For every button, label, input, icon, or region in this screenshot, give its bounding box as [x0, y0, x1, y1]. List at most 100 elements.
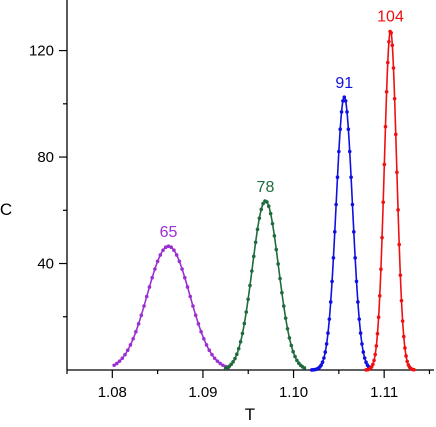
axis-tick-labels: 1.08 1.09 1.10 1.11 40 80 120: [29, 43, 398, 401]
series-78: 78: [223, 179, 307, 371]
data-point: [123, 352, 127, 357]
data-point: [136, 322, 141, 326]
data-point: [324, 342, 329, 346]
data-point: [347, 149, 352, 154]
x-tick-label: 1.09: [188, 384, 217, 401]
data-point: [120, 356, 125, 361]
data-point: [272, 234, 277, 238]
data-point: [326, 331, 330, 335]
data-point: [128, 343, 133, 347]
data-point: [163, 245, 168, 250]
x-axis-title: T: [245, 405, 255, 424]
data-point: [212, 356, 217, 361]
data-point: [210, 352, 214, 357]
data-point: [172, 248, 176, 252]
data-point: [139, 313, 144, 318]
data-point: [233, 356, 237, 361]
data-point: [238, 339, 243, 344]
series-layer: 65 78 91 104: [112, 9, 416, 372]
data-point: [191, 304, 195, 308]
x-tick-label: 1.08: [98, 384, 127, 401]
data-point: [280, 290, 284, 295]
data-point: [360, 342, 364, 346]
data-point: [204, 343, 209, 347]
data-point: [253, 240, 258, 245]
data-point: [379, 267, 383, 271]
data-point: [251, 254, 256, 259]
data-point: [134, 329, 138, 334]
data-point: [341, 99, 345, 103]
series-104: 104: [364, 9, 416, 372]
data-point: [259, 207, 264, 212]
data-point: [166, 244, 171, 249]
data-point: [183, 275, 187, 280]
data-point: [147, 285, 152, 289]
y-axis-title: C: [0, 200, 12, 219]
data-point: [389, 30, 393, 35]
data-point: [199, 329, 203, 334]
x-tick-label: 1.11: [370, 384, 398, 401]
data-point: [287, 336, 292, 340]
data-point: [196, 322, 201, 326]
peak-label: 78: [257, 179, 275, 196]
data-point: [404, 354, 408, 358]
data-point: [266, 204, 271, 209]
data-point: [131, 336, 135, 341]
data-point: [396, 208, 400, 212]
data-point: [322, 356, 326, 360]
series-65: 65: [112, 224, 231, 370]
data-point: [342, 95, 347, 99]
data-point: [332, 230, 337, 234]
data-point: [382, 162, 387, 167]
data-point: [215, 359, 220, 363]
data-point: [334, 202, 338, 207]
data-point: [384, 89, 389, 94]
data-point: [188, 294, 193, 299]
data-point: [337, 149, 341, 154]
data-point: [352, 230, 356, 234]
data-point: [395, 170, 399, 175]
data-point: [218, 361, 222, 366]
data-point: [331, 256, 336, 260]
data-point: [142, 304, 146, 308]
data-point: [400, 319, 405, 323]
data-point: [412, 367, 416, 372]
data-point: [161, 248, 165, 252]
data-point: [383, 124, 388, 129]
data-point: [353, 256, 357, 260]
data-point: [207, 348, 212, 353]
data-point: [374, 344, 379, 348]
data-point: [362, 356, 367, 360]
data-point: [144, 294, 149, 299]
data-point: [265, 200, 269, 204]
data-point: [319, 363, 323, 367]
data-point: [399, 298, 404, 303]
data-point: [155, 259, 160, 264]
peak-label: 91: [335, 75, 353, 92]
data-point: [231, 360, 235, 364]
peak-label: 104: [377, 9, 404, 26]
data-point: [371, 362, 375, 367]
data-point: [401, 334, 406, 339]
data-point: [153, 267, 157, 271]
data-point: [356, 300, 360, 304]
data-point: [295, 358, 299, 363]
data-point: [202, 336, 206, 341]
data-point: [291, 349, 295, 354]
data-point: [125, 348, 130, 353]
data-point: [364, 360, 368, 365]
data-point: [339, 110, 344, 114]
data-point: [289, 343, 294, 348]
data-point: [346, 127, 351, 132]
axes: [66, 0, 434, 371]
data-point: [255, 227, 260, 232]
data-point: [390, 43, 395, 48]
data-point: [235, 352, 239, 357]
data-point: [283, 316, 288, 320]
data-point: [345, 110, 349, 114]
data-point: [338, 127, 343, 132]
data-point: [248, 283, 252, 288]
series-line: [365, 29, 415, 371]
data-point: [221, 363, 225, 368]
